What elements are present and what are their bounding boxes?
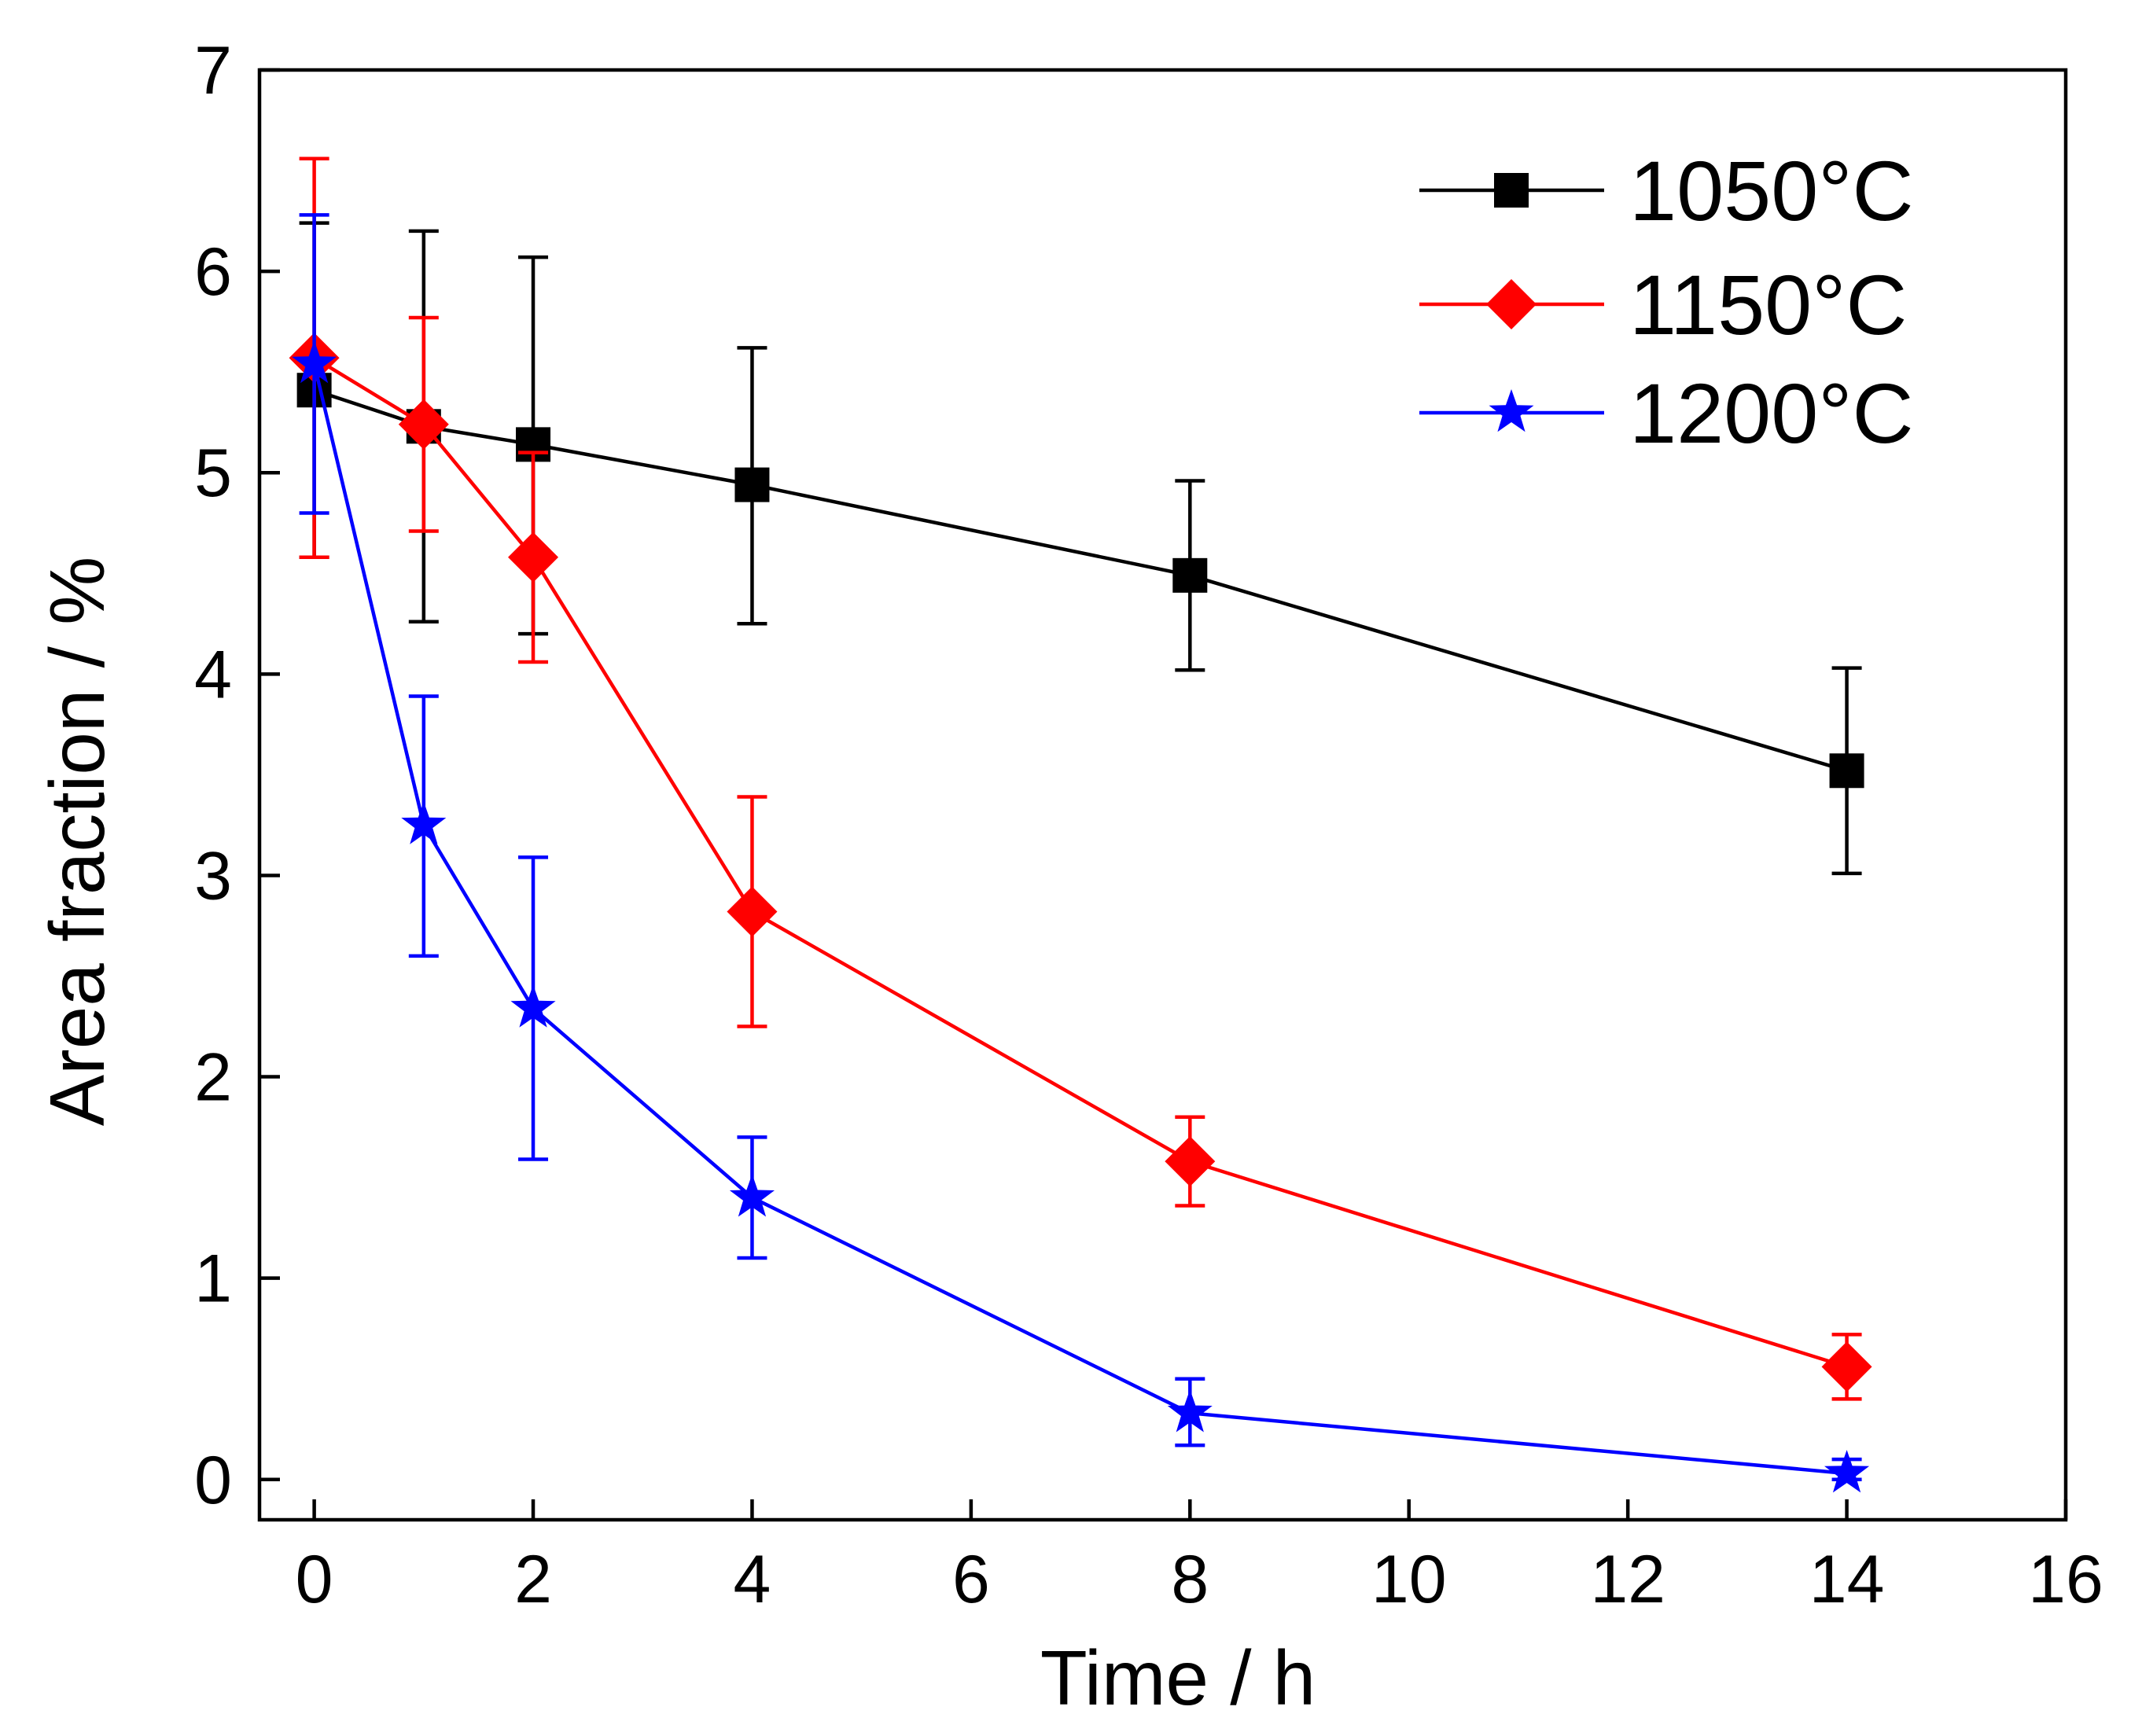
data-point: [292, 340, 337, 384]
x-tick-label: 4: [734, 1542, 771, 1617]
y-tick-label: 3: [194, 838, 232, 914]
x-tick-label: 16: [2028, 1542, 2103, 1617]
legend-marker: [1489, 389, 1534, 432]
data-point: [1165, 1136, 1216, 1187]
y-tick-label: 5: [194, 436, 232, 511]
y-axis-title: Area fraction / %: [34, 557, 120, 1126]
x-tick-label: 14: [1809, 1542, 1885, 1617]
y-tick-label: 4: [194, 637, 232, 712]
y-tick-label: 7: [194, 33, 232, 108]
plot-frame: [257, 68, 2068, 1522]
legend-marker: [1494, 173, 1529, 208]
data-point: [508, 531, 559, 583]
data-point: [1829, 753, 1864, 789]
data-point: [727, 886, 778, 937]
legend-label: 1200°C: [1629, 366, 1913, 461]
data-point: [1824, 1450, 1870, 1493]
y-tick-label: 2: [194, 1040, 232, 1116]
x-tick-label: 10: [1371, 1542, 1447, 1617]
y-tick-label: 0: [194, 1443, 232, 1518]
legend-label: 1050°C: [1629, 143, 1913, 238]
x-axis-title: Time / h: [1040, 1635, 1316, 1721]
legend-marker: [1486, 279, 1537, 329]
data-point: [734, 467, 770, 502]
y-tick-label: 1: [194, 1241, 232, 1317]
x-tick-label: 12: [1590, 1542, 1665, 1617]
data-point: [729, 1174, 775, 1217]
x-tick-label: 2: [514, 1542, 552, 1617]
data-point: [398, 399, 449, 450]
x-tick-label: 6: [952, 1542, 990, 1617]
x-tick-label: 8: [1171, 1542, 1209, 1617]
x-tick-label: 0: [296, 1542, 333, 1617]
legend: 1050°C 1150°C 1200°C: [1419, 143, 1913, 461]
series-3: [292, 213, 1870, 1493]
data-point: [1172, 557, 1208, 593]
series-line: [312, 363, 1847, 1476]
data-point: [401, 801, 447, 844]
y-tick-label: 6: [194, 234, 232, 310]
data-point: [1821, 1341, 1872, 1392]
series-layer: [289, 156, 1872, 1493]
data-point: [510, 984, 556, 1028]
series-line: [313, 356, 1848, 1369]
legend-label: 1150°C: [1629, 257, 1907, 352]
data-point: [1167, 1389, 1213, 1433]
